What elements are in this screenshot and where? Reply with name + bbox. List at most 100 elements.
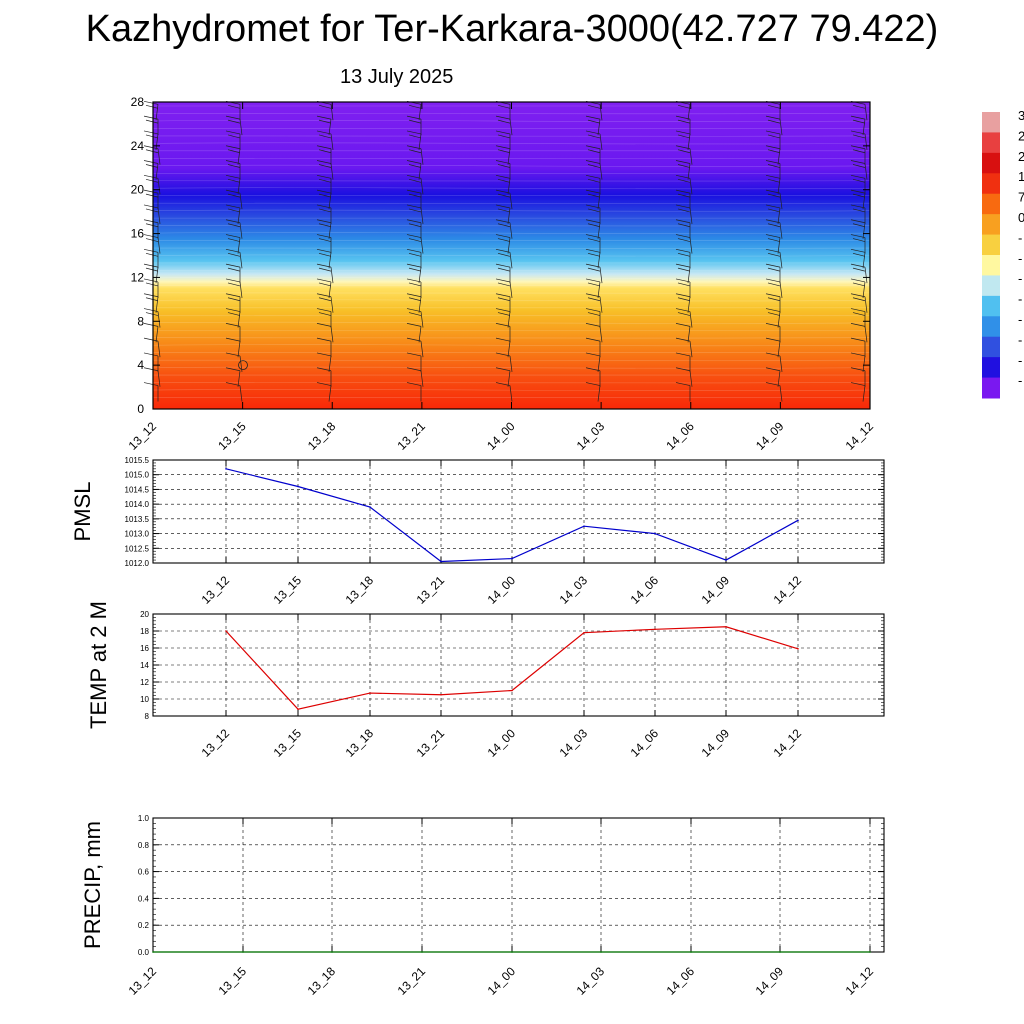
wind-barb-flag — [850, 367, 866, 372]
wind-barb-flag — [585, 145, 601, 150]
wind-barb-flag — [585, 308, 601, 312]
contour-line — [152, 164, 871, 167]
y-tick-label: 20 — [140, 610, 149, 619]
wind-barb — [157, 370, 161, 387]
wind-barb-flag — [495, 248, 511, 253]
data-point — [369, 692, 371, 694]
y-tick-label: 24 — [131, 139, 145, 153]
wind-barb — [599, 133, 603, 150]
x-tick-label: 14_12 — [771, 573, 805, 607]
axis-title: TEMP at 2 M — [86, 601, 111, 729]
y-tick-label: 1015.5 — [125, 456, 150, 465]
wind-barb-flag — [765, 323, 781, 327]
colorbar-label: - — [1018, 292, 1022, 307]
wind-barb-flag — [767, 312, 781, 316]
y-tick-label: 1013.0 — [125, 530, 150, 539]
y-tick-label: 1014.5 — [125, 485, 150, 494]
contour-line — [152, 299, 871, 302]
y-tick-label: 1012.5 — [125, 544, 150, 553]
wind-barb-flag — [767, 134, 781, 139]
wind-barb-flag — [495, 337, 511, 342]
wind-barb-flag — [318, 312, 332, 316]
wind-barb-flag — [675, 130, 691, 135]
wind-barb-flag — [318, 119, 332, 124]
wind-barb-flag — [408, 312, 422, 316]
wind-barb-flag — [677, 238, 691, 242]
wind-barb — [330, 163, 334, 180]
wind-barb-flag — [765, 337, 781, 342]
wind-barb-flag — [495, 352, 511, 357]
wind-barb-flag — [495, 130, 511, 135]
x-tick-label: 13_18 — [305, 419, 339, 453]
wind-barb-flag — [675, 263, 691, 268]
wind-barb-flag — [497, 312, 511, 316]
y-tick-label: 4 — [137, 358, 144, 372]
y-tick-label: 12 — [140, 678, 149, 687]
wind-barb-flag — [850, 352, 866, 357]
wind-barb-flag — [225, 337, 241, 342]
wind-barb — [420, 148, 424, 165]
wind-barb-flag — [143, 174, 159, 179]
wind-barb-flag — [850, 234, 866, 238]
wind-barb-flag — [852, 297, 866, 302]
wind-barb — [862, 385, 866, 402]
wind-barb-flag — [406, 204, 422, 209]
wind-barb-flag — [852, 104, 866, 109]
wind-barb-flag — [675, 248, 691, 253]
wind-barb-flag — [406, 293, 422, 298]
wind-barb-flag — [316, 382, 332, 386]
wind-barb-flag — [225, 278, 241, 283]
wind-barb-flag — [497, 267, 511, 272]
plot-frame — [152, 817, 885, 953]
wind-barb-flag — [585, 352, 601, 357]
wind-barb — [779, 385, 783, 402]
wind-barb-flag — [318, 193, 332, 198]
wind-barb-flag — [225, 130, 241, 135]
wind-barb — [239, 281, 243, 298]
x-tick-label: 14_03 — [574, 419, 608, 453]
y-tick-label: 0.4 — [138, 894, 150, 903]
x-tick-label: 13_18 — [343, 726, 377, 760]
wind-barb-flag — [406, 278, 422, 283]
wind-barb-flag — [587, 119, 601, 124]
colorbar-label: 1 — [1018, 169, 1024, 184]
wind-barb-flag — [406, 234, 422, 238]
data-point — [654, 628, 656, 631]
wind-barb — [155, 104, 159, 121]
x-tick-label: 14_03 — [574, 964, 608, 998]
wind-barb — [779, 355, 783, 372]
colorbar-swatch — [982, 275, 1000, 297]
wind-barb-flag — [143, 278, 159, 283]
wind-barb — [237, 370, 241, 387]
wind-barb — [779, 252, 783, 269]
wind-barb-flag — [675, 293, 691, 298]
wind-barb-flag — [495, 382, 511, 386]
contour-line — [152, 209, 871, 212]
x-tick-label: 14_00 — [485, 964, 519, 998]
wind-barb-flag — [495, 308, 511, 312]
x-tick-label: 14_09 — [753, 964, 787, 998]
wind-barb-flag — [406, 248, 422, 253]
wind-barb-flag — [585, 293, 601, 298]
x-tick-label: 14_03 — [557, 726, 591, 760]
wind-barb-flag — [145, 252, 159, 257]
wind-barb-flag — [852, 252, 866, 257]
wind-barb-flag — [318, 208, 332, 213]
wind-barb — [330, 104, 334, 121]
wind-barb — [777, 148, 781, 165]
data-point — [654, 532, 656, 535]
wind-barb-flag — [408, 267, 422, 272]
wind-barb-flag — [675, 367, 691, 372]
wind-barb-flag — [585, 189, 601, 194]
wind-barb-flag — [143, 382, 159, 386]
y-tick-label: 8 — [145, 712, 150, 721]
colorbar-swatch — [982, 173, 1000, 195]
colorbar-label: - — [1018, 373, 1022, 388]
wind-barb-flag — [497, 178, 511, 183]
data-point — [725, 559, 727, 561]
wind-barb — [599, 104, 603, 121]
wind-barb-flag — [850, 248, 866, 253]
wind-barb-flag — [587, 238, 601, 242]
wind-barb — [777, 311, 781, 328]
colorbar-swatch — [982, 295, 1000, 317]
